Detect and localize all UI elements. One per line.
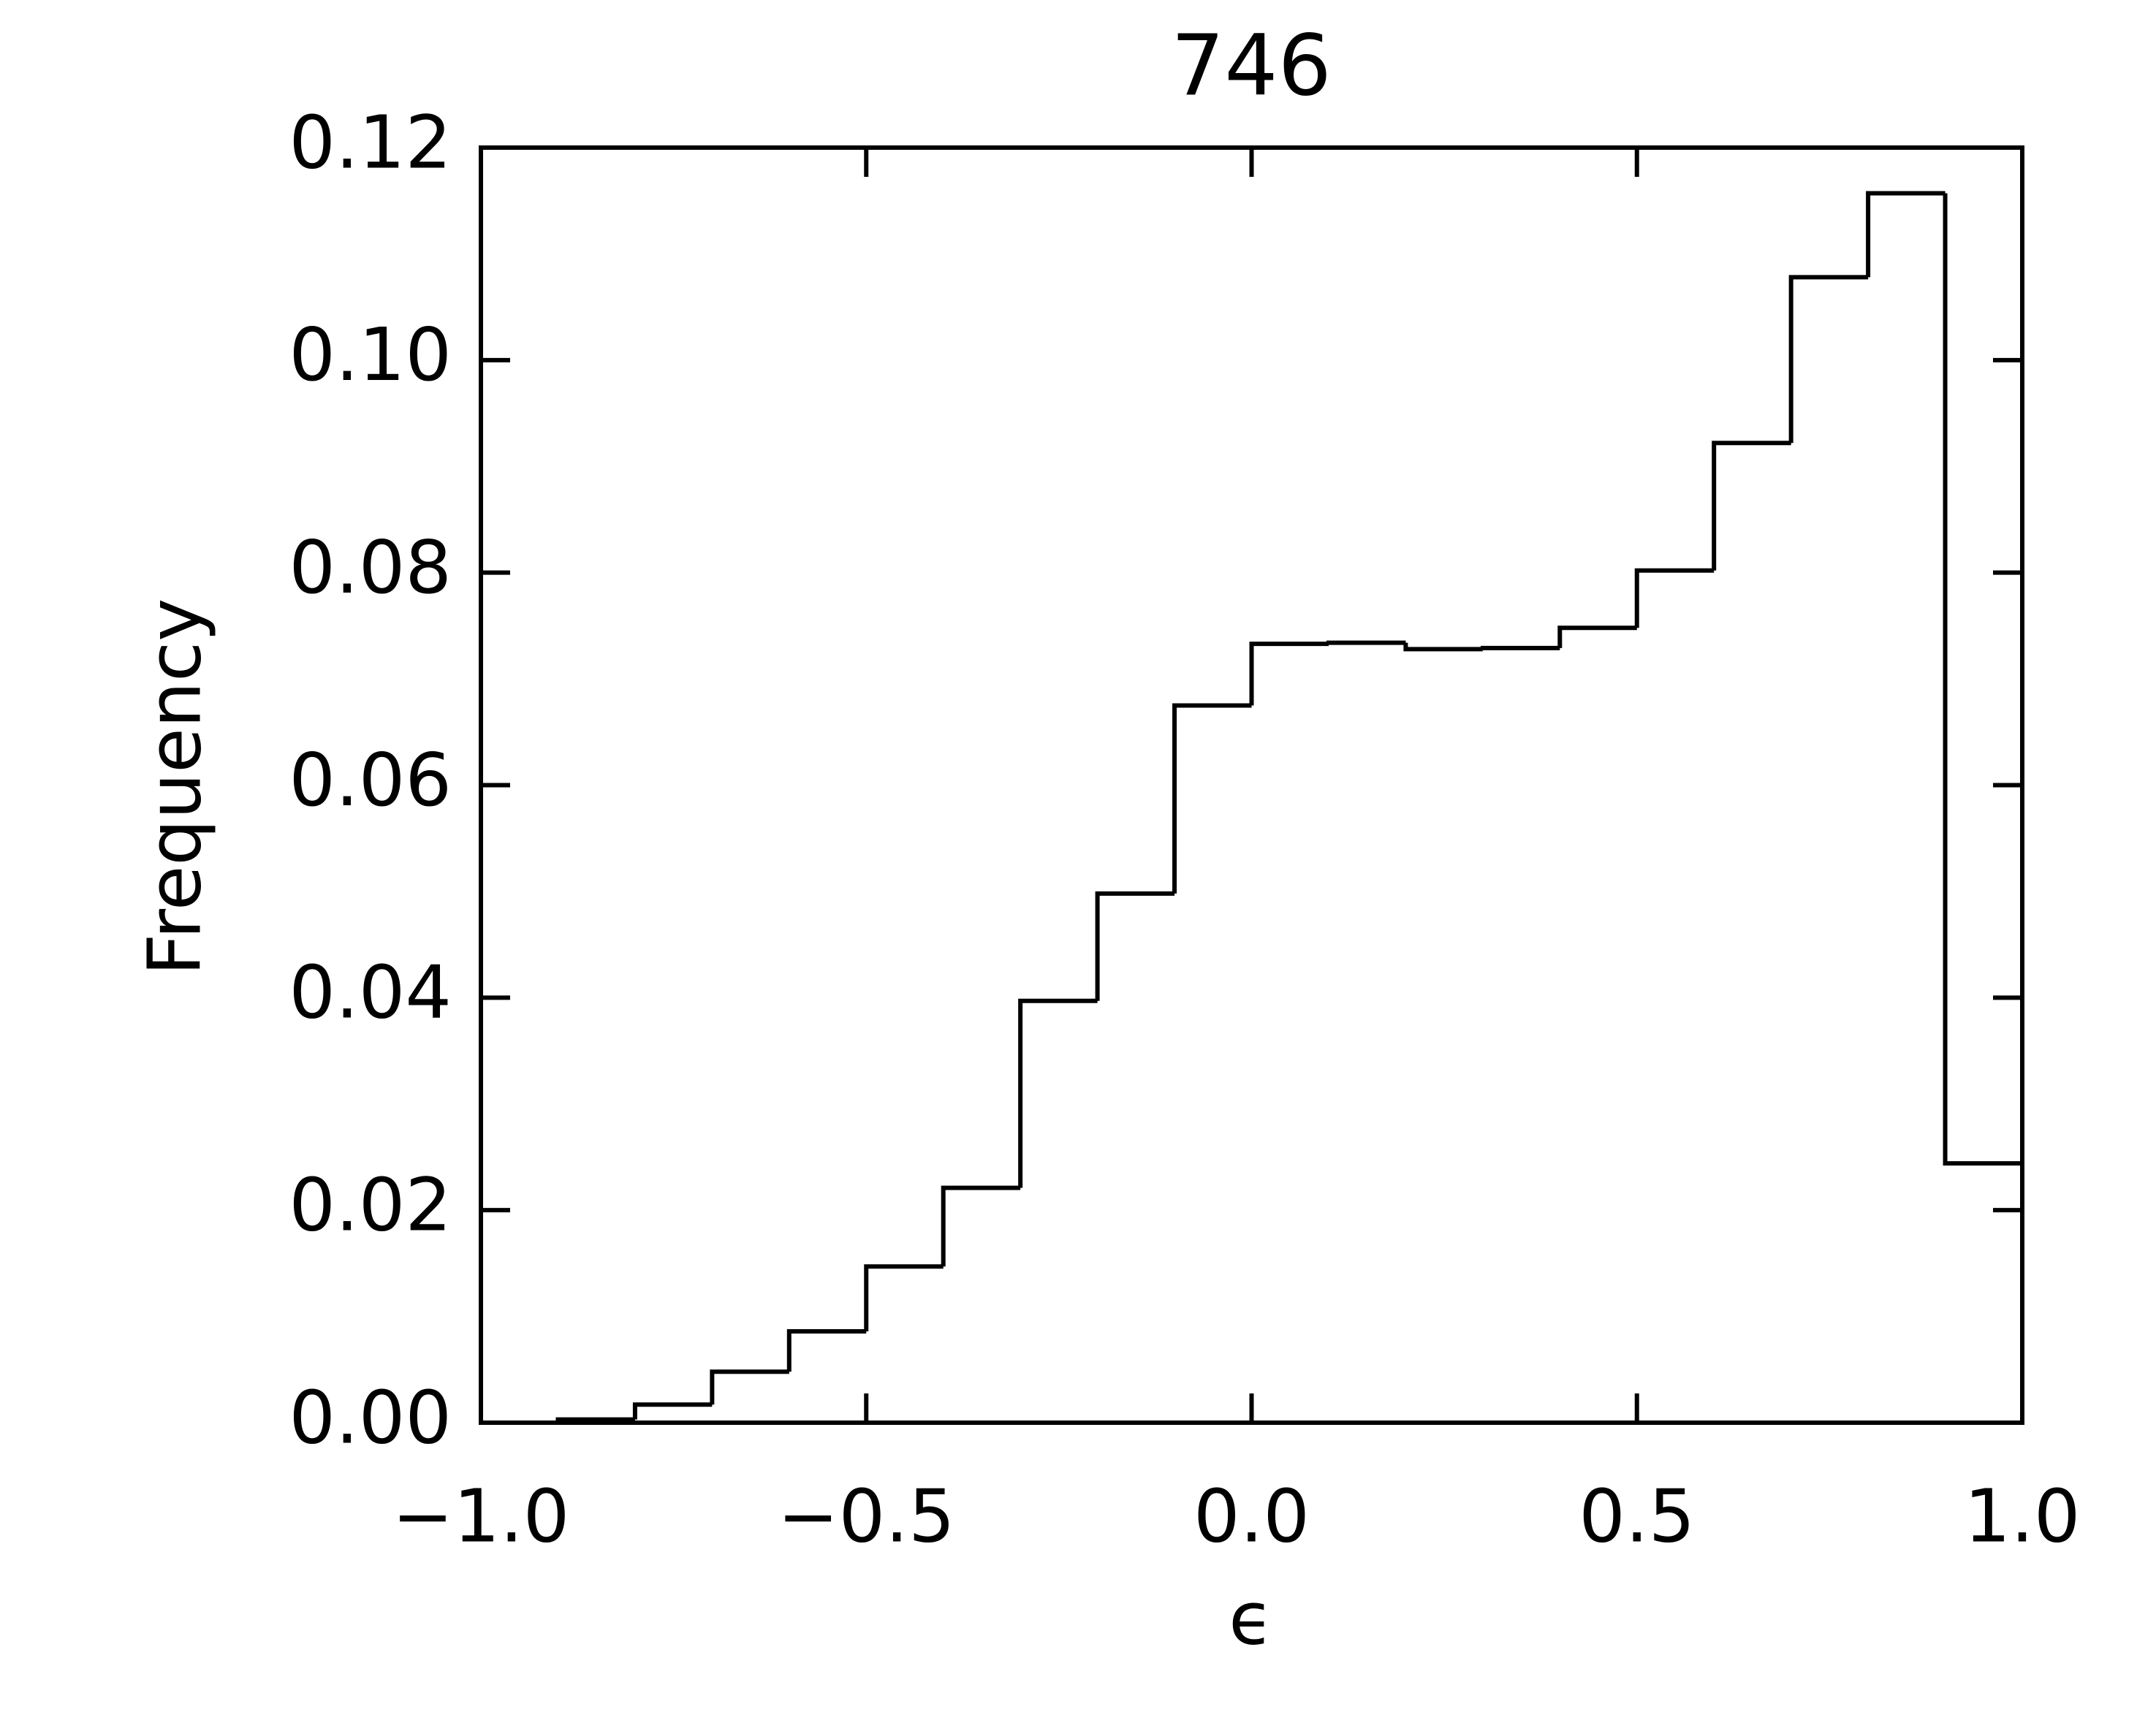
histogram-step [941,1185,1021,1267]
histogram-step [632,1402,713,1420]
histogram-step [1018,998,1098,1188]
x-tick-label: −0.5 [778,1473,955,1559]
histogram-step [786,1328,867,1372]
histogram-step [710,1369,789,1405]
histogram-step [1943,193,2022,1166]
histogram-step [1326,640,1406,645]
histogram-step [1866,191,1946,278]
histogram-step [555,1417,635,1423]
y-tick-label: 0.04 [289,950,452,1035]
histogram-step [1712,441,1791,571]
y-tick-label: 0.08 [289,525,452,610]
y-tick-label: 0.12 [289,99,452,185]
x-tick-label: −1.0 [392,1473,570,1559]
y-tick-label: 0.06 [289,737,452,823]
histogram-step [1634,568,1715,628]
histogram-step [1403,642,1483,652]
histogram-step [1095,891,1175,1001]
y-axis-label: Frequency [132,598,217,976]
histogram-step [1557,625,1637,648]
x-tick-label: 0.0 [1193,1473,1310,1559]
y-tick-label: 0.00 [289,1374,452,1460]
y-tick-label: 0.10 [289,312,452,398]
chart-title: 746 [1171,18,1332,115]
histogram-step [1480,645,1560,650]
histogram-step [1172,703,1252,894]
histogram-step [1788,275,1869,444]
x-tick-label: 0.5 [1579,1473,1695,1559]
y-tick-label: 0.02 [289,1163,452,1248]
x-axis-label: ϵ [1229,1575,1274,1661]
histogram-step [1249,642,1329,706]
histogram-step [864,1264,944,1331]
x-tick-label: 1.0 [1964,1473,2080,1559]
